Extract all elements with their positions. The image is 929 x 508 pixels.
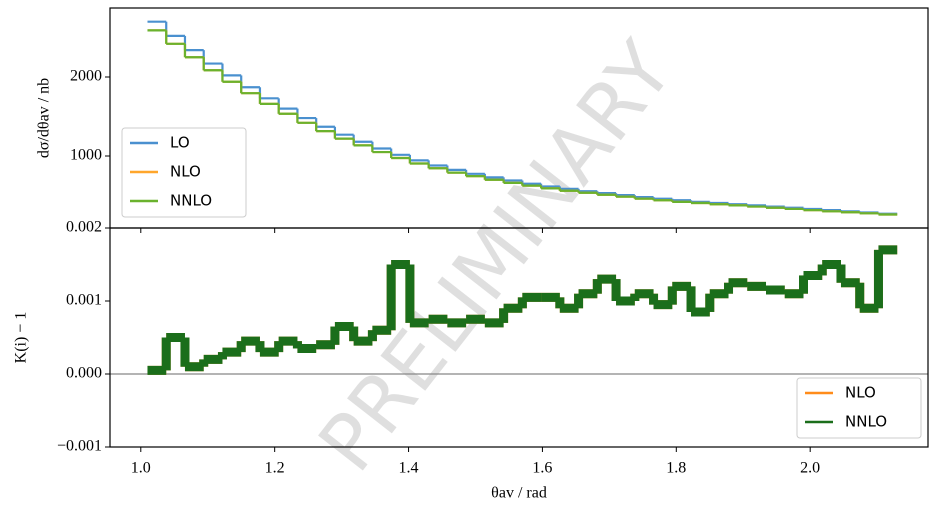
y-axis-label: K(i) − 1	[13, 312, 30, 364]
legend-label: LO	[170, 134, 190, 152]
watermark: PRELIMINARY	[302, 26, 691, 488]
y-tick-label: −0.001	[57, 438, 102, 455]
y-tick-label: 1000	[70, 147, 102, 164]
x-axis-label: θav / rad	[491, 485, 547, 502]
y-tick-label: 0.001	[66, 292, 102, 309]
y-axis-label: dσ/dθav / nb	[36, 78, 53, 158]
legend: LO NLO NNLO	[121, 127, 247, 218]
x-tick-label: 1.8	[666, 460, 686, 477]
legend-box	[121, 127, 247, 218]
x-tick-label: 1.4	[399, 460, 419, 477]
legend-label: NNLO	[170, 192, 212, 210]
x-tick-label: 1.0	[131, 460, 151, 477]
y-tick-label: 2000	[70, 68, 102, 85]
legend-label: NLO	[170, 163, 201, 181]
legend-label: NLO	[845, 384, 876, 402]
y-tick-label: 0.002	[66, 219, 102, 236]
x-tick-label: 1.2	[265, 460, 285, 477]
x-tick-label: 1.6	[532, 460, 552, 477]
legend-label: NNLO	[845, 413, 887, 431]
x-tick-label: 2.0	[800, 460, 820, 477]
legend: NLO NNLO	[796, 377, 922, 439]
plot-frame	[109, 227, 929, 448]
y-tick-label: 0.000	[66, 365, 102, 382]
